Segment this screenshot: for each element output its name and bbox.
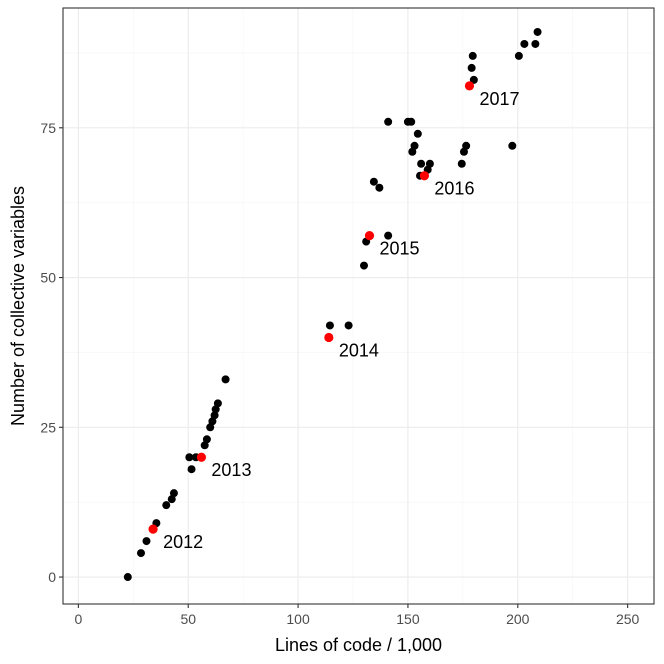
data-point [210,411,219,420]
x-tick-label: 50 [180,611,196,627]
panel-border [62,7,655,605]
x-tick-label: 250 [616,611,640,627]
data-point [457,159,466,168]
data-point [202,435,211,444]
data-point [213,399,222,408]
highlight-point [148,524,158,534]
highlight-point [364,231,375,241]
x-tick-label: 200 [506,611,530,627]
data-point [369,177,378,186]
data-point [469,75,478,84]
x-axis-title: Lines of code / 1,000 [275,635,442,655]
x-tick-label: 100 [286,611,310,627]
year-label-2016: 2016 [434,179,474,199]
year-label-2017: 2017 [479,89,519,109]
data-point [187,465,196,474]
data-point [417,159,426,168]
x-tick-label: 150 [396,611,420,627]
axes: 0 50 100 150 200 250 0 25 50 75 [40,120,639,627]
data-point [468,51,477,60]
data-point [359,261,368,270]
year-label-2013: 2013 [211,460,251,480]
highlight-point [419,171,430,181]
data-point [123,573,132,582]
data-point [162,501,171,510]
y-tick-label: 75 [40,120,56,136]
data-point [142,537,151,546]
highlight-point [464,81,475,91]
year-annotations: 2012 2013 2014 2015 2016 2017 [163,89,519,552]
grid-lines [63,8,654,604]
data-point [169,489,178,498]
data-point [533,27,542,36]
data-point [185,453,194,462]
y-tick-label: 25 [40,419,56,435]
year-label-2014: 2014 [339,340,379,360]
x-tick-label: 0 [74,611,82,627]
y-axis-title: Number of collective variables [8,186,28,426]
data-point [325,321,334,330]
data-point [531,39,540,48]
data-point [467,63,476,72]
data-points [123,27,542,582]
y-tick-label: 50 [40,270,56,286]
data-point [344,321,353,330]
highlight-point [324,332,334,343]
data-point [410,141,419,150]
year-label-2015: 2015 [379,239,419,259]
data-point [407,117,416,126]
data-point [520,39,529,48]
data-point [136,549,145,558]
data-point [425,159,434,168]
data-point [413,129,422,138]
data-point [384,231,393,240]
data-point [375,183,384,192]
data-point [384,117,393,126]
data-point [221,375,230,384]
year-label-2012: 2012 [163,532,203,552]
y-tick-label: 0 [48,569,56,585]
data-point [508,141,517,150]
highlight-point [196,452,207,462]
data-point [462,141,471,150]
data-point [514,51,523,60]
